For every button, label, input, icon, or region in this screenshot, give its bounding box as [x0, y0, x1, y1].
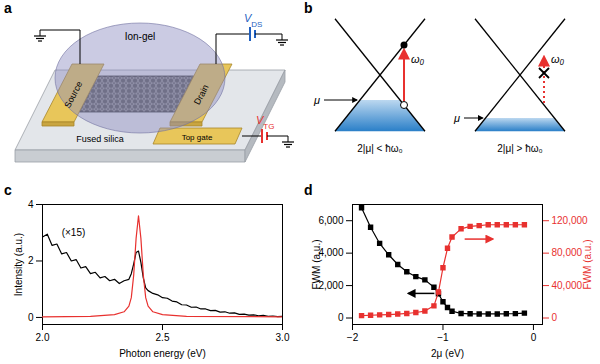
html-text:c: c [4, 182, 12, 198]
svg-text:6,000: 6,000 [318, 215, 343, 226]
svg-text:Ion-gel: Ion-gel [125, 31, 156, 42]
svg-text:Photon energy (eV): Photon energy (eV) [119, 348, 206, 359]
svg-text:Source: Source [62, 80, 84, 110]
svg-text:Drain: Drain [192, 83, 211, 107]
svg-text:2.0: 2.0 [36, 332, 50, 343]
svg-text:−1: −1 [437, 332, 449, 343]
svg-text:2,000: 2,000 [318, 280, 343, 291]
html-text:b: b [304, 0, 313, 16]
svg-text:FWM (a.u.): FWM (a.u.) [582, 240, 593, 290]
svg-text:(×15): (×15) [62, 227, 86, 238]
svg-text:0: 0 [338, 312, 344, 323]
svg-text:0: 0 [531, 332, 537, 343]
svg-text:−2: −2 [347, 332, 359, 343]
svg-text:Top gate: Top gate [182, 133, 213, 142]
svg-text:40,000: 40,000 [552, 280, 583, 291]
svg-text:VDS: VDS [244, 12, 262, 29]
html-text:a: a [4, 0, 12, 16]
svg-text:80,000: 80,000 [552, 247, 583, 258]
svg-text:ω₀: ω₀ [551, 53, 565, 65]
svg-text:Fused silica: Fused silica [76, 134, 124, 144]
svg-text:2μ (eV): 2μ (eV) [431, 348, 464, 359]
svg-text:0: 0 [28, 312, 34, 323]
svg-text:3.0: 3.0 [276, 332, 290, 343]
svg-text:2.5: 2.5 [156, 332, 170, 343]
svg-text:120,000: 120,000 [552, 215, 589, 226]
svg-text:4,000: 4,000 [318, 247, 343, 258]
svg-text:2|μ| < ħω₀: 2|μ| < ħω₀ [357, 143, 402, 154]
svg-text:Intensity (a.u.): Intensity (a.u.) [13, 233, 24, 296]
svg-text:μ: μ [453, 112, 460, 124]
svg-text:ω₀: ω₀ [411, 53, 425, 65]
svg-text:FWM (a.u.): FWM (a.u.) [311, 240, 322, 290]
html-text:d: d [304, 182, 313, 198]
svg-text:0: 0 [552, 312, 558, 323]
svg-text:VTG: VTG [256, 114, 274, 131]
svg-text:μ: μ [313, 94, 320, 106]
svg-text:4: 4 [28, 199, 34, 210]
svg-text:2|μ| > ħω₀: 2|μ| > ħω₀ [497, 143, 542, 154]
svg-text:2: 2 [28, 255, 34, 266]
